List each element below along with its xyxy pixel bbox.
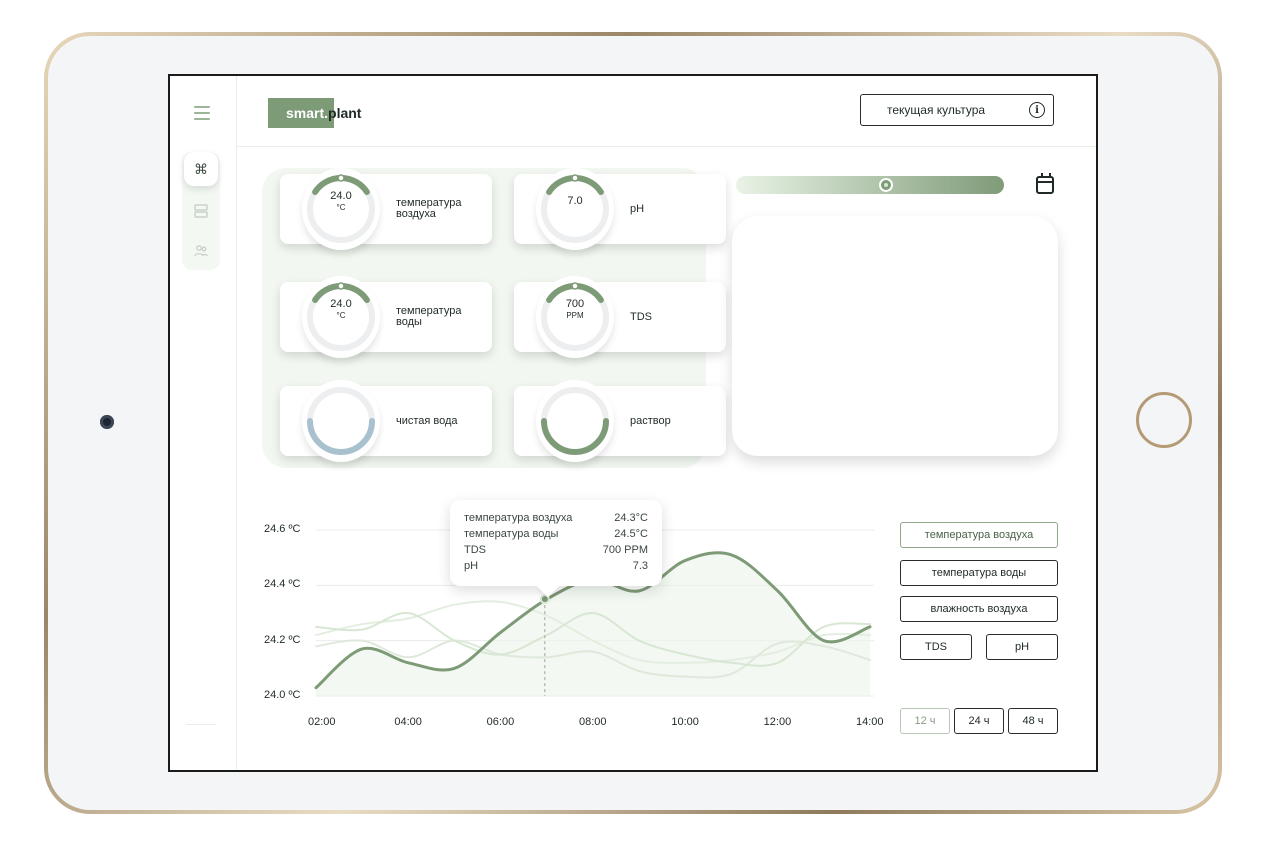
gauge-knob	[337, 174, 345, 182]
x-tick-label: 04:00	[394, 716, 422, 728]
sidebar: ⌘	[170, 76, 237, 770]
metric-button-water-temp[interactable]: температура воды	[900, 560, 1058, 586]
gauge-arc	[541, 418, 609, 455]
sensor-gauge: 700 PPM	[536, 276, 614, 358]
tooltip-row: температура воды 24.5°C	[464, 528, 648, 540]
tooltip-row: pH 7.3	[464, 560, 648, 572]
series-line	[315, 600, 871, 664]
sidebar-divider	[186, 724, 216, 725]
storage-icon[interactable]	[184, 194, 218, 228]
logo: smart. plant	[268, 98, 361, 128]
info-icon[interactable]: i	[1029, 102, 1045, 118]
sensor-value: 24.0	[330, 298, 352, 310]
sensor-unit: °C	[336, 311, 346, 320]
camera-icon	[100, 415, 114, 429]
visualization-panel	[732, 216, 1058, 456]
gauge-knob	[571, 174, 579, 182]
chart-tooltip: температура воздуха 24.3°C температура во…	[450, 500, 662, 586]
sensor-gauge: 24.0 °C	[302, 168, 380, 250]
home-button[interactable]	[1136, 392, 1192, 448]
sensor-label: TDS	[630, 310, 652, 323]
sensor-gauge: 24.0 °C	[302, 276, 380, 358]
gauge-arc	[307, 418, 375, 455]
x-tick-label: 12:00	[763, 716, 792, 728]
series-line	[315, 611, 871, 667]
series-line	[315, 639, 871, 679]
y-tick-label: 24.6 ºC	[264, 523, 301, 535]
sensor-gauge: 7.0	[536, 168, 614, 250]
x-tick-label: 02:00	[308, 716, 336, 728]
sensor-label: температура воды	[396, 305, 462, 328]
range-button-12h[interactable]: 12 ч	[900, 708, 950, 734]
y-tick-label: 24.0 ºC	[264, 689, 301, 701]
sensor-label: раствор	[630, 414, 671, 427]
x-tick-label: 08:00	[579, 716, 607, 728]
sensor-unit: °C	[336, 203, 346, 212]
metric-button-tds[interactable]: TDS	[900, 634, 972, 660]
header: smart. plant текущая культура i	[236, 76, 1096, 147]
metric-button-air-temp[interactable]: температура воздуха	[900, 522, 1058, 548]
sensor-label: чистая вода	[396, 414, 458, 427]
sensor-value: 700	[565, 298, 585, 310]
range-button-24h[interactable]: 24 ч	[954, 708, 1004, 734]
metric-button-humidity[interactable]: влажность воздуха	[900, 596, 1058, 622]
sensor-card[interactable]: 24.0 °C температура воздуха	[280, 168, 492, 250]
sensor-value: 24.0	[330, 190, 352, 202]
sensor-gauge	[302, 380, 380, 462]
x-tick-label: 06:00	[486, 716, 515, 728]
sensor-value: 7.0	[567, 195, 583, 207]
x-tick-label: 10:00	[671, 716, 699, 728]
sensor-gauge	[536, 380, 614, 462]
gauge-knob	[337, 282, 345, 290]
sensor-label: температура воздуха	[396, 197, 462, 220]
sensor-label: pH	[630, 202, 645, 215]
hamburger-icon[interactable]	[194, 106, 210, 124]
sensor-card[interactable]: 7.0 pH	[514, 168, 726, 250]
command-icon[interactable]: ⌘	[184, 152, 218, 186]
y-tick-label: 24.2 ºC	[264, 633, 301, 646]
y-tick-label: 24.4 ºC	[264, 578, 301, 591]
range-button-48h[interactable]: 48 ч	[1008, 708, 1058, 734]
current-culture-button[interactable]: текущая культура i	[860, 94, 1054, 126]
sensor-card[interactable]: 700 PPM TDS	[514, 276, 726, 358]
metric-button-ph[interactable]: pH	[986, 634, 1058, 660]
sensor-unit: PPM	[566, 311, 584, 320]
sensor-card[interactable]: раствор	[514, 380, 726, 462]
app-screen: ⌘ smart. plant текущая культура i 24.0 °C т…	[168, 74, 1098, 772]
date-slider[interactable]	[736, 176, 1004, 194]
gauge-knob	[571, 282, 579, 290]
current-culture-label: текущая культура	[887, 103, 986, 117]
sensor-card[interactable]: 24.0 °C температура воды	[280, 276, 492, 358]
tooltip-row: температура воздуха 24.3°C	[464, 512, 648, 524]
x-tick-label: 14:00	[856, 716, 884, 728]
users-icon[interactable]	[184, 234, 218, 268]
sensor-card[interactable]: чистая вода	[280, 380, 492, 462]
tooltip-row: TDS 700 PPM	[464, 544, 648, 556]
date-slider-knob[interactable]	[879, 178, 894, 192]
calendar-icon[interactable]	[1036, 173, 1054, 194]
